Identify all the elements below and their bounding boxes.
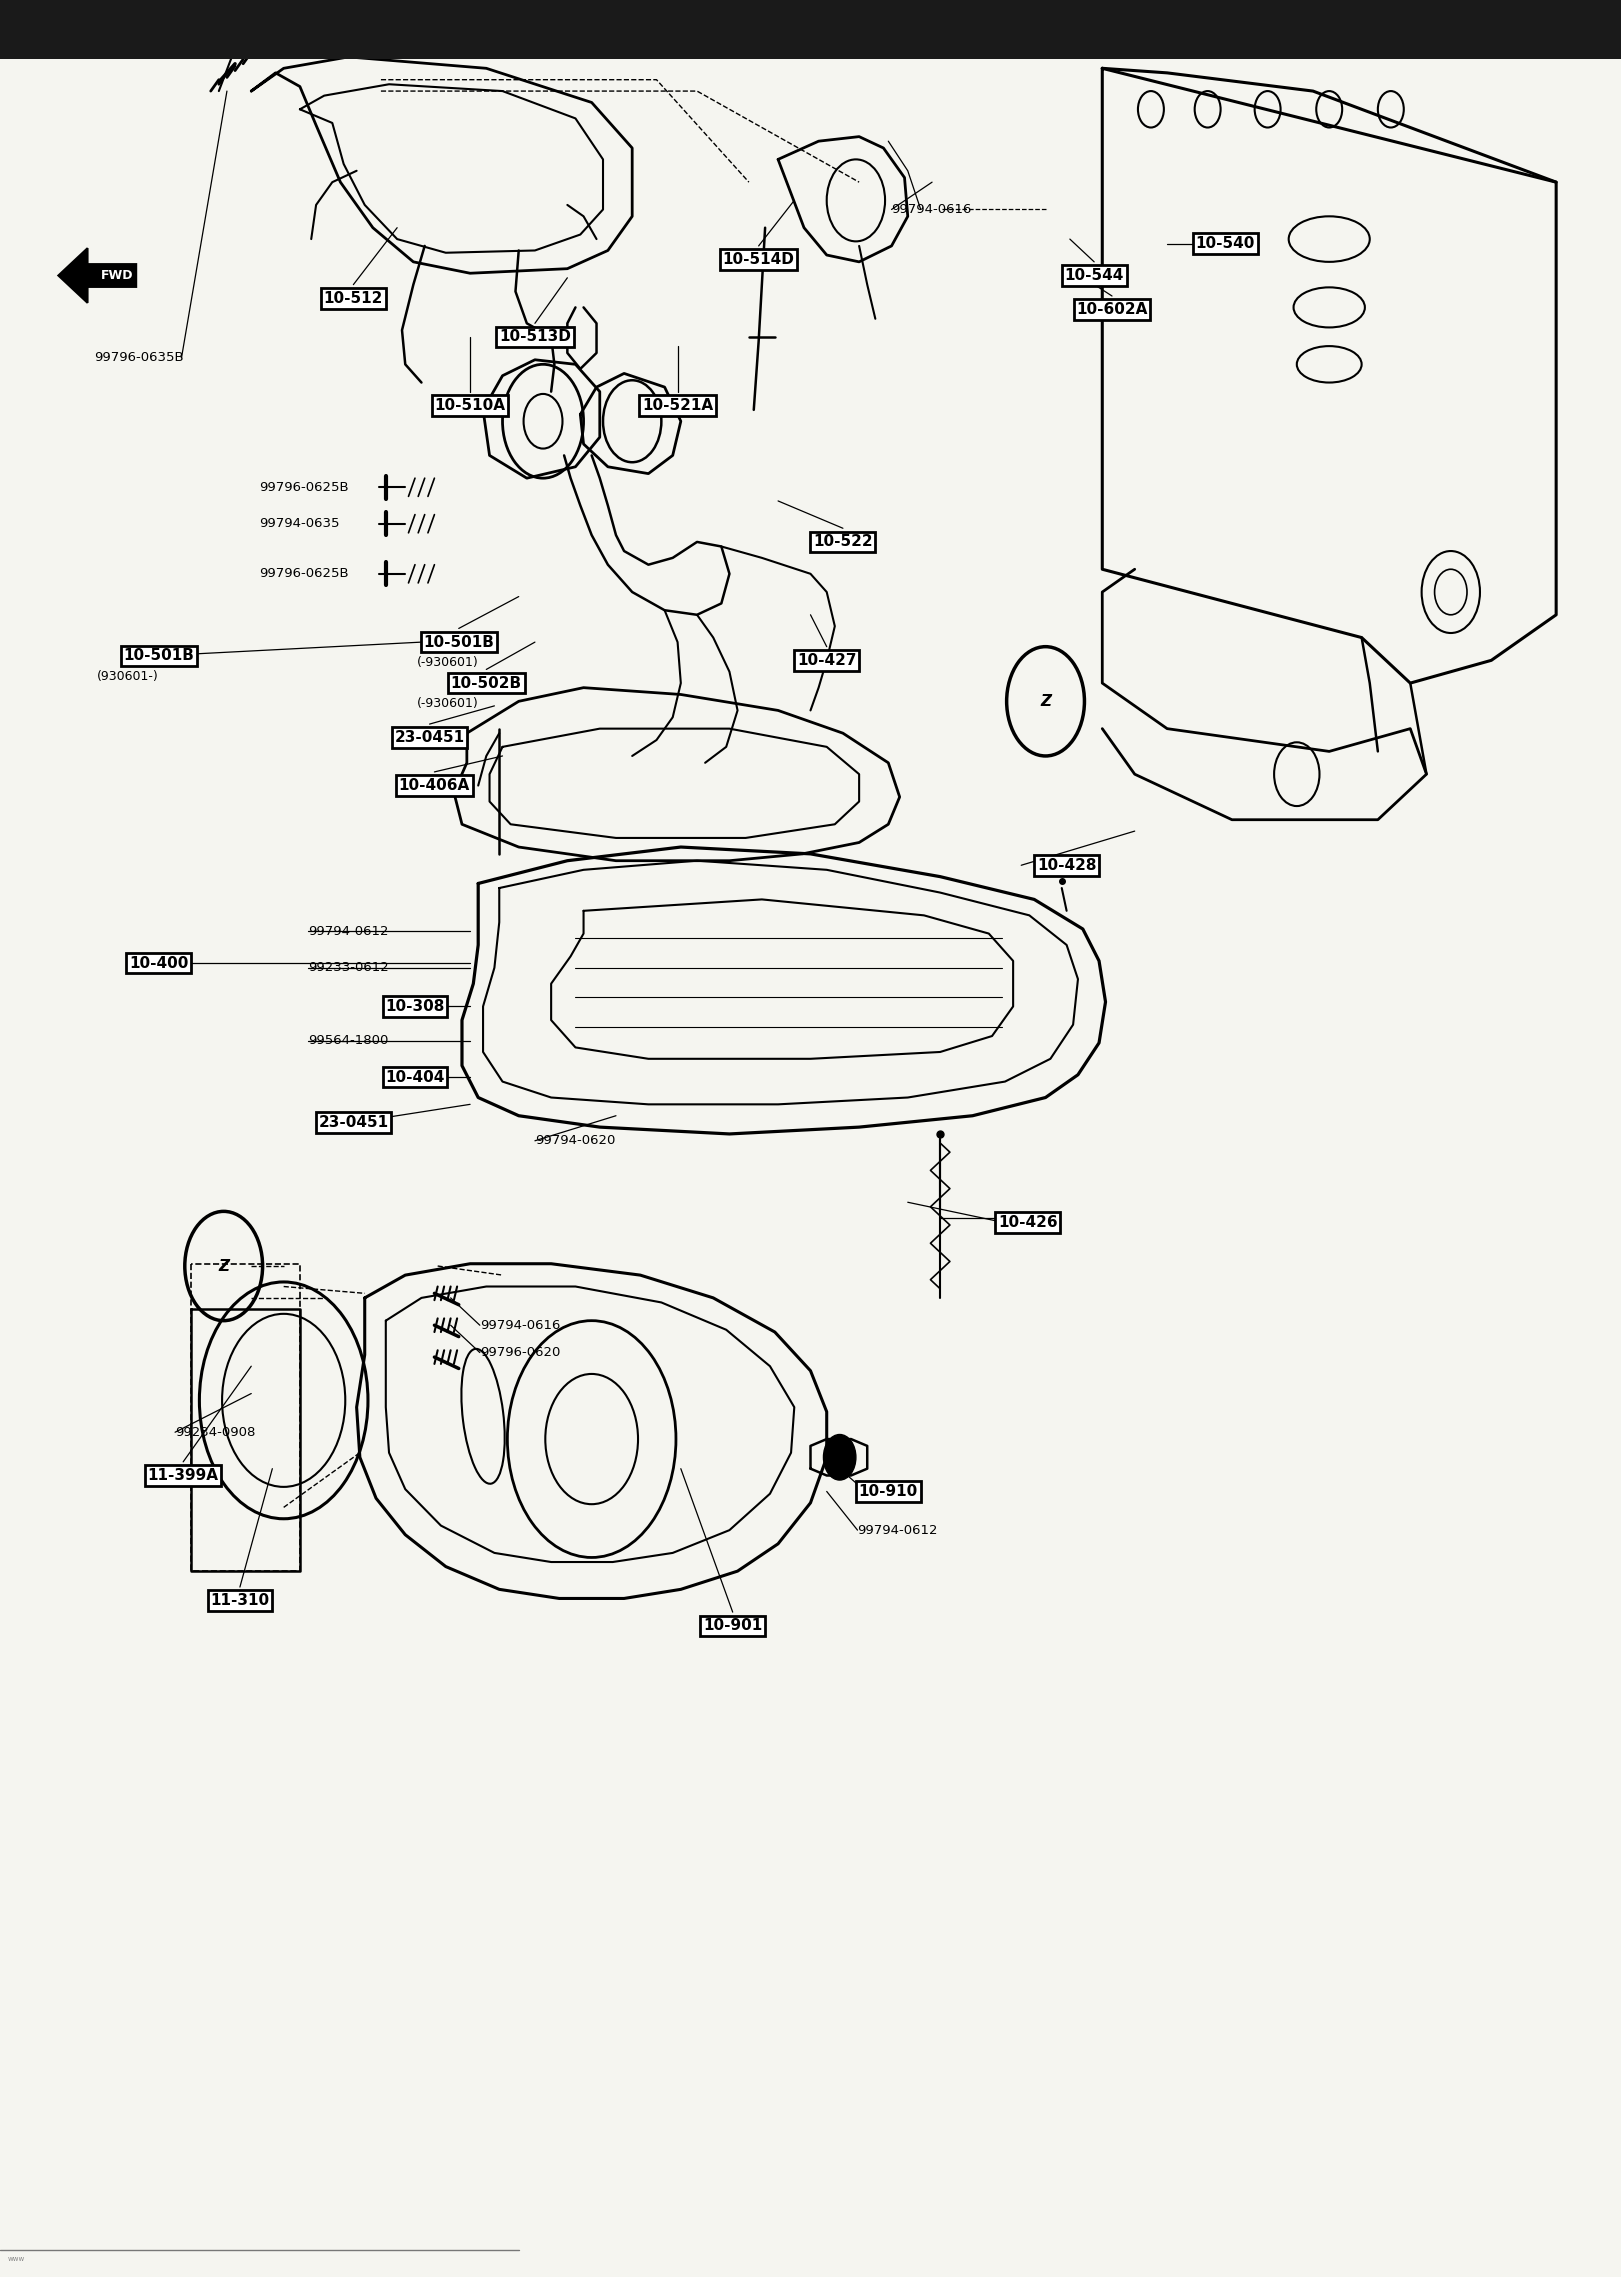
Text: 10-522: 10-522: [814, 535, 872, 549]
Text: 10-544: 10-544: [1065, 269, 1123, 282]
Text: 99794-0612: 99794-0612: [858, 1523, 939, 1537]
Text: 99796-0635B: 99796-0635B: [94, 351, 183, 364]
Text: 10-400: 10-400: [130, 956, 188, 970]
Text: 10-427: 10-427: [798, 653, 856, 667]
Text: 99794-0635: 99794-0635: [259, 517, 340, 531]
Text: 99234-0908: 99234-0908: [175, 1425, 256, 1439]
Text: FWD: FWD: [101, 269, 133, 282]
Polygon shape: [58, 248, 136, 303]
Text: 10-514D: 10-514D: [723, 253, 794, 266]
Text: 23-0451: 23-0451: [318, 1116, 389, 1129]
Text: 10-901: 10-901: [704, 1619, 762, 1633]
Text: 10-910: 10-910: [859, 1485, 917, 1498]
Text: www: www: [8, 2257, 26, 2261]
Text: Z: Z: [1041, 694, 1050, 708]
Text: 99796-0620: 99796-0620: [480, 1346, 561, 1359]
Text: 99796-0625B: 99796-0625B: [259, 567, 349, 581]
Text: 10-510A: 10-510A: [434, 398, 506, 412]
Text: 10-513D: 10-513D: [499, 330, 571, 344]
Circle shape: [823, 1435, 856, 1480]
Text: (-930601): (-930601): [417, 697, 478, 710]
Bar: [0, 0, 1621, 59]
Text: 99794-0616: 99794-0616: [892, 203, 973, 216]
Text: 10-406A: 10-406A: [399, 779, 470, 792]
Text: 11-310: 11-310: [211, 1594, 269, 1608]
Text: 99794-0612: 99794-0612: [308, 924, 389, 938]
Text: (-930601): (-930601): [417, 656, 478, 669]
Text: 10-512: 10-512: [324, 291, 383, 305]
Text: (930601-): (930601-): [97, 669, 159, 683]
Text: 99233-0612: 99233-0612: [308, 961, 389, 975]
Text: 10-404: 10-404: [386, 1070, 444, 1084]
Text: 99796-0625B: 99796-0625B: [259, 480, 349, 494]
Text: 10-602A: 10-602A: [1076, 303, 1148, 317]
Text: Z: Z: [219, 1259, 229, 1273]
Text: 10-426: 10-426: [999, 1216, 1057, 1230]
Text: 10-540: 10-540: [1196, 237, 1255, 250]
Text: 10-501B: 10-501B: [123, 649, 195, 663]
Text: 10-428: 10-428: [1037, 858, 1096, 872]
Text: 99794-0616: 99794-0616: [480, 1318, 561, 1332]
Text: 10-501B: 10-501B: [423, 635, 494, 649]
Text: 99564-1800: 99564-1800: [308, 1034, 389, 1047]
Text: 23-0451: 23-0451: [394, 731, 465, 745]
Text: 10-521A: 10-521A: [642, 398, 713, 412]
Text: 10-502B: 10-502B: [451, 676, 522, 690]
Text: 99794-0620: 99794-0620: [535, 1134, 616, 1148]
Text: 10-308: 10-308: [386, 1000, 444, 1013]
Text: 11-399A: 11-399A: [148, 1469, 219, 1482]
